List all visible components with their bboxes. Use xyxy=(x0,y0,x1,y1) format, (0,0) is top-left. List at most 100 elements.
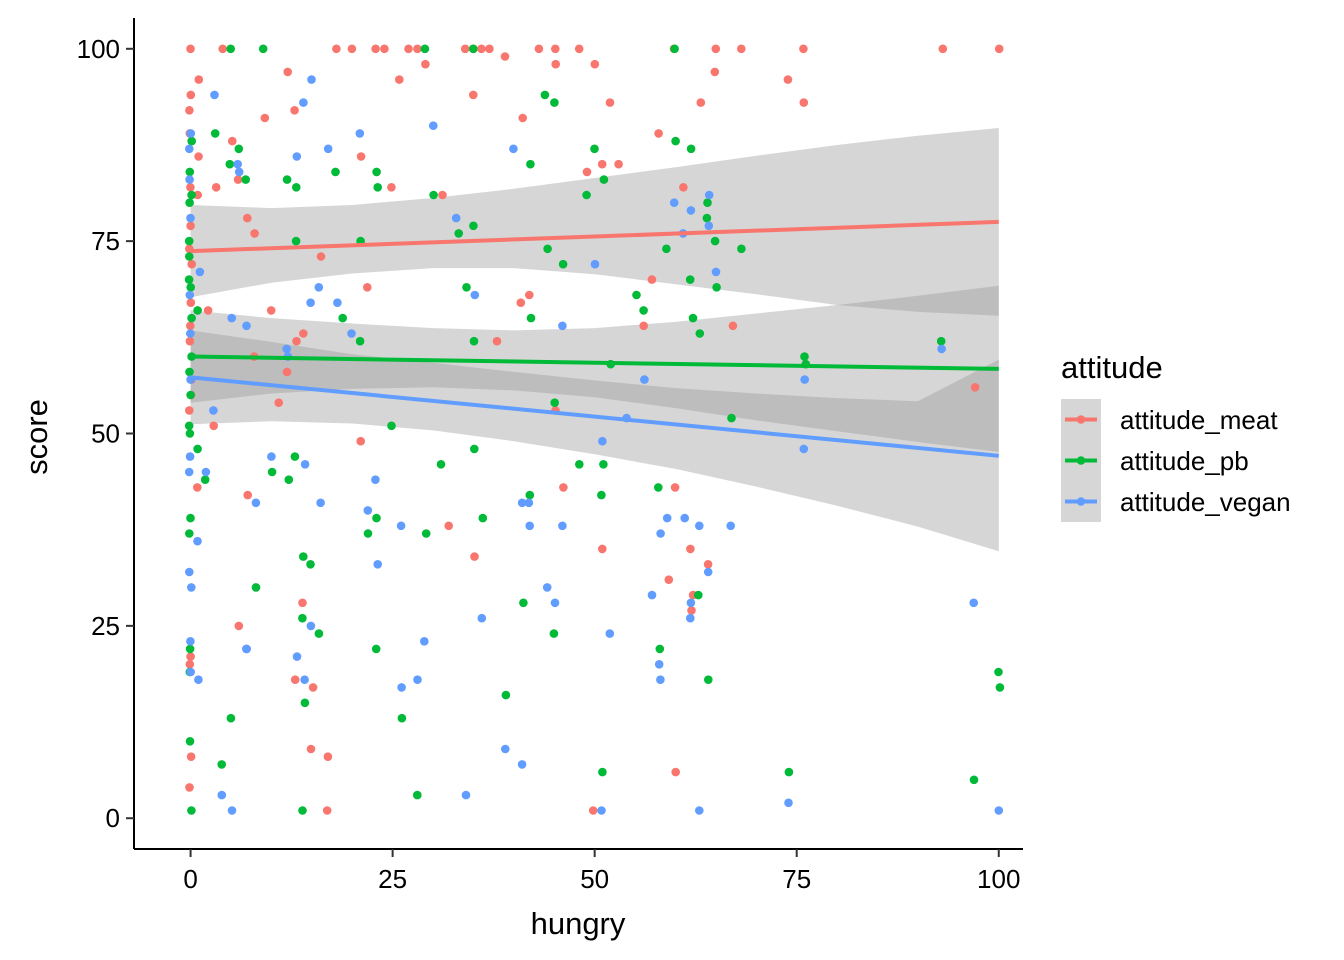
data-point xyxy=(242,321,251,331)
data-point xyxy=(234,621,244,631)
data-point xyxy=(355,336,365,346)
data-point xyxy=(282,367,292,377)
data-point xyxy=(373,183,383,192)
data-point xyxy=(543,244,552,254)
data-point xyxy=(517,498,527,508)
data-point xyxy=(460,44,470,54)
data-point xyxy=(186,329,195,338)
data-point xyxy=(470,290,480,300)
data-point xyxy=(185,175,194,184)
data-point xyxy=(363,283,372,292)
data-point xyxy=(187,313,196,323)
confidence-band-attitude_vegan xyxy=(190,330,999,552)
data-point xyxy=(332,44,341,54)
data-point xyxy=(203,306,213,315)
data-point xyxy=(187,583,196,592)
data-point xyxy=(686,206,696,215)
data-point xyxy=(380,44,389,54)
data-point xyxy=(640,375,649,384)
data-point xyxy=(404,44,413,54)
data-point xyxy=(226,44,235,54)
data-point xyxy=(436,460,446,469)
data-point xyxy=(438,190,447,200)
data-point xyxy=(461,790,471,800)
data-point xyxy=(477,44,486,54)
data-point xyxy=(500,52,510,61)
data-point xyxy=(372,513,381,523)
data-point xyxy=(356,436,366,446)
data-point xyxy=(290,452,300,461)
data-point xyxy=(282,175,292,184)
data-point xyxy=(185,529,194,538)
data-point xyxy=(209,421,218,431)
data-point xyxy=(371,644,381,654)
data-point xyxy=(420,637,429,646)
data-point xyxy=(654,129,663,138)
data-point xyxy=(704,675,713,684)
data-point xyxy=(300,460,310,469)
x-tick-label: 75 xyxy=(782,864,811,894)
data-point xyxy=(655,644,665,654)
data-point xyxy=(307,75,316,84)
data-point xyxy=(711,44,721,54)
data-point xyxy=(970,383,980,392)
data-point xyxy=(551,59,560,69)
data-point xyxy=(647,590,657,600)
data-point xyxy=(185,452,195,461)
data-point xyxy=(347,329,356,338)
data-point xyxy=(550,98,559,107)
data-point xyxy=(373,560,383,569)
data-point xyxy=(525,521,534,531)
data-point xyxy=(242,644,251,654)
data-point xyxy=(371,44,380,54)
data-point xyxy=(298,806,307,815)
data-point xyxy=(639,306,648,315)
data-point xyxy=(186,221,195,231)
data-point xyxy=(356,152,366,161)
data-point xyxy=(185,336,195,346)
data-point xyxy=(397,683,406,692)
data-point xyxy=(558,259,568,269)
data-point xyxy=(185,783,194,792)
data-point xyxy=(217,790,227,800)
data-point xyxy=(355,129,365,138)
data-point xyxy=(686,144,696,154)
data-point xyxy=(251,498,261,508)
data-point xyxy=(333,298,342,308)
data-point xyxy=(251,583,261,592)
data-point xyxy=(799,44,808,54)
data-point xyxy=(234,144,244,154)
data-point xyxy=(559,483,568,492)
data-point xyxy=(656,675,665,684)
data-point xyxy=(936,336,946,346)
data-point xyxy=(397,713,407,723)
data-point xyxy=(322,806,332,815)
data-point xyxy=(184,275,194,284)
data-point xyxy=(185,198,194,207)
data-point xyxy=(185,406,194,415)
data-point xyxy=(185,367,194,377)
data-point xyxy=(685,275,695,284)
data-point xyxy=(300,698,310,708)
legend-label: attitude_pb xyxy=(1120,446,1249,476)
data-point xyxy=(209,406,218,415)
data-point xyxy=(217,760,226,769)
data-point xyxy=(225,159,235,169)
data-point xyxy=(711,267,721,277)
data-point xyxy=(234,167,244,177)
data-point xyxy=(292,183,301,192)
data-point xyxy=(737,244,746,254)
data-point xyxy=(291,236,301,246)
data-point xyxy=(299,552,308,561)
data-point xyxy=(517,760,527,769)
data-point xyxy=(421,59,430,69)
data-point xyxy=(704,190,714,200)
data-point xyxy=(469,336,479,346)
data-point xyxy=(518,113,527,123)
data-point xyxy=(227,806,237,815)
data-point xyxy=(185,167,195,177)
data-point xyxy=(266,306,276,315)
data-point xyxy=(574,44,584,54)
data-point xyxy=(784,767,794,777)
data-point xyxy=(194,75,204,84)
